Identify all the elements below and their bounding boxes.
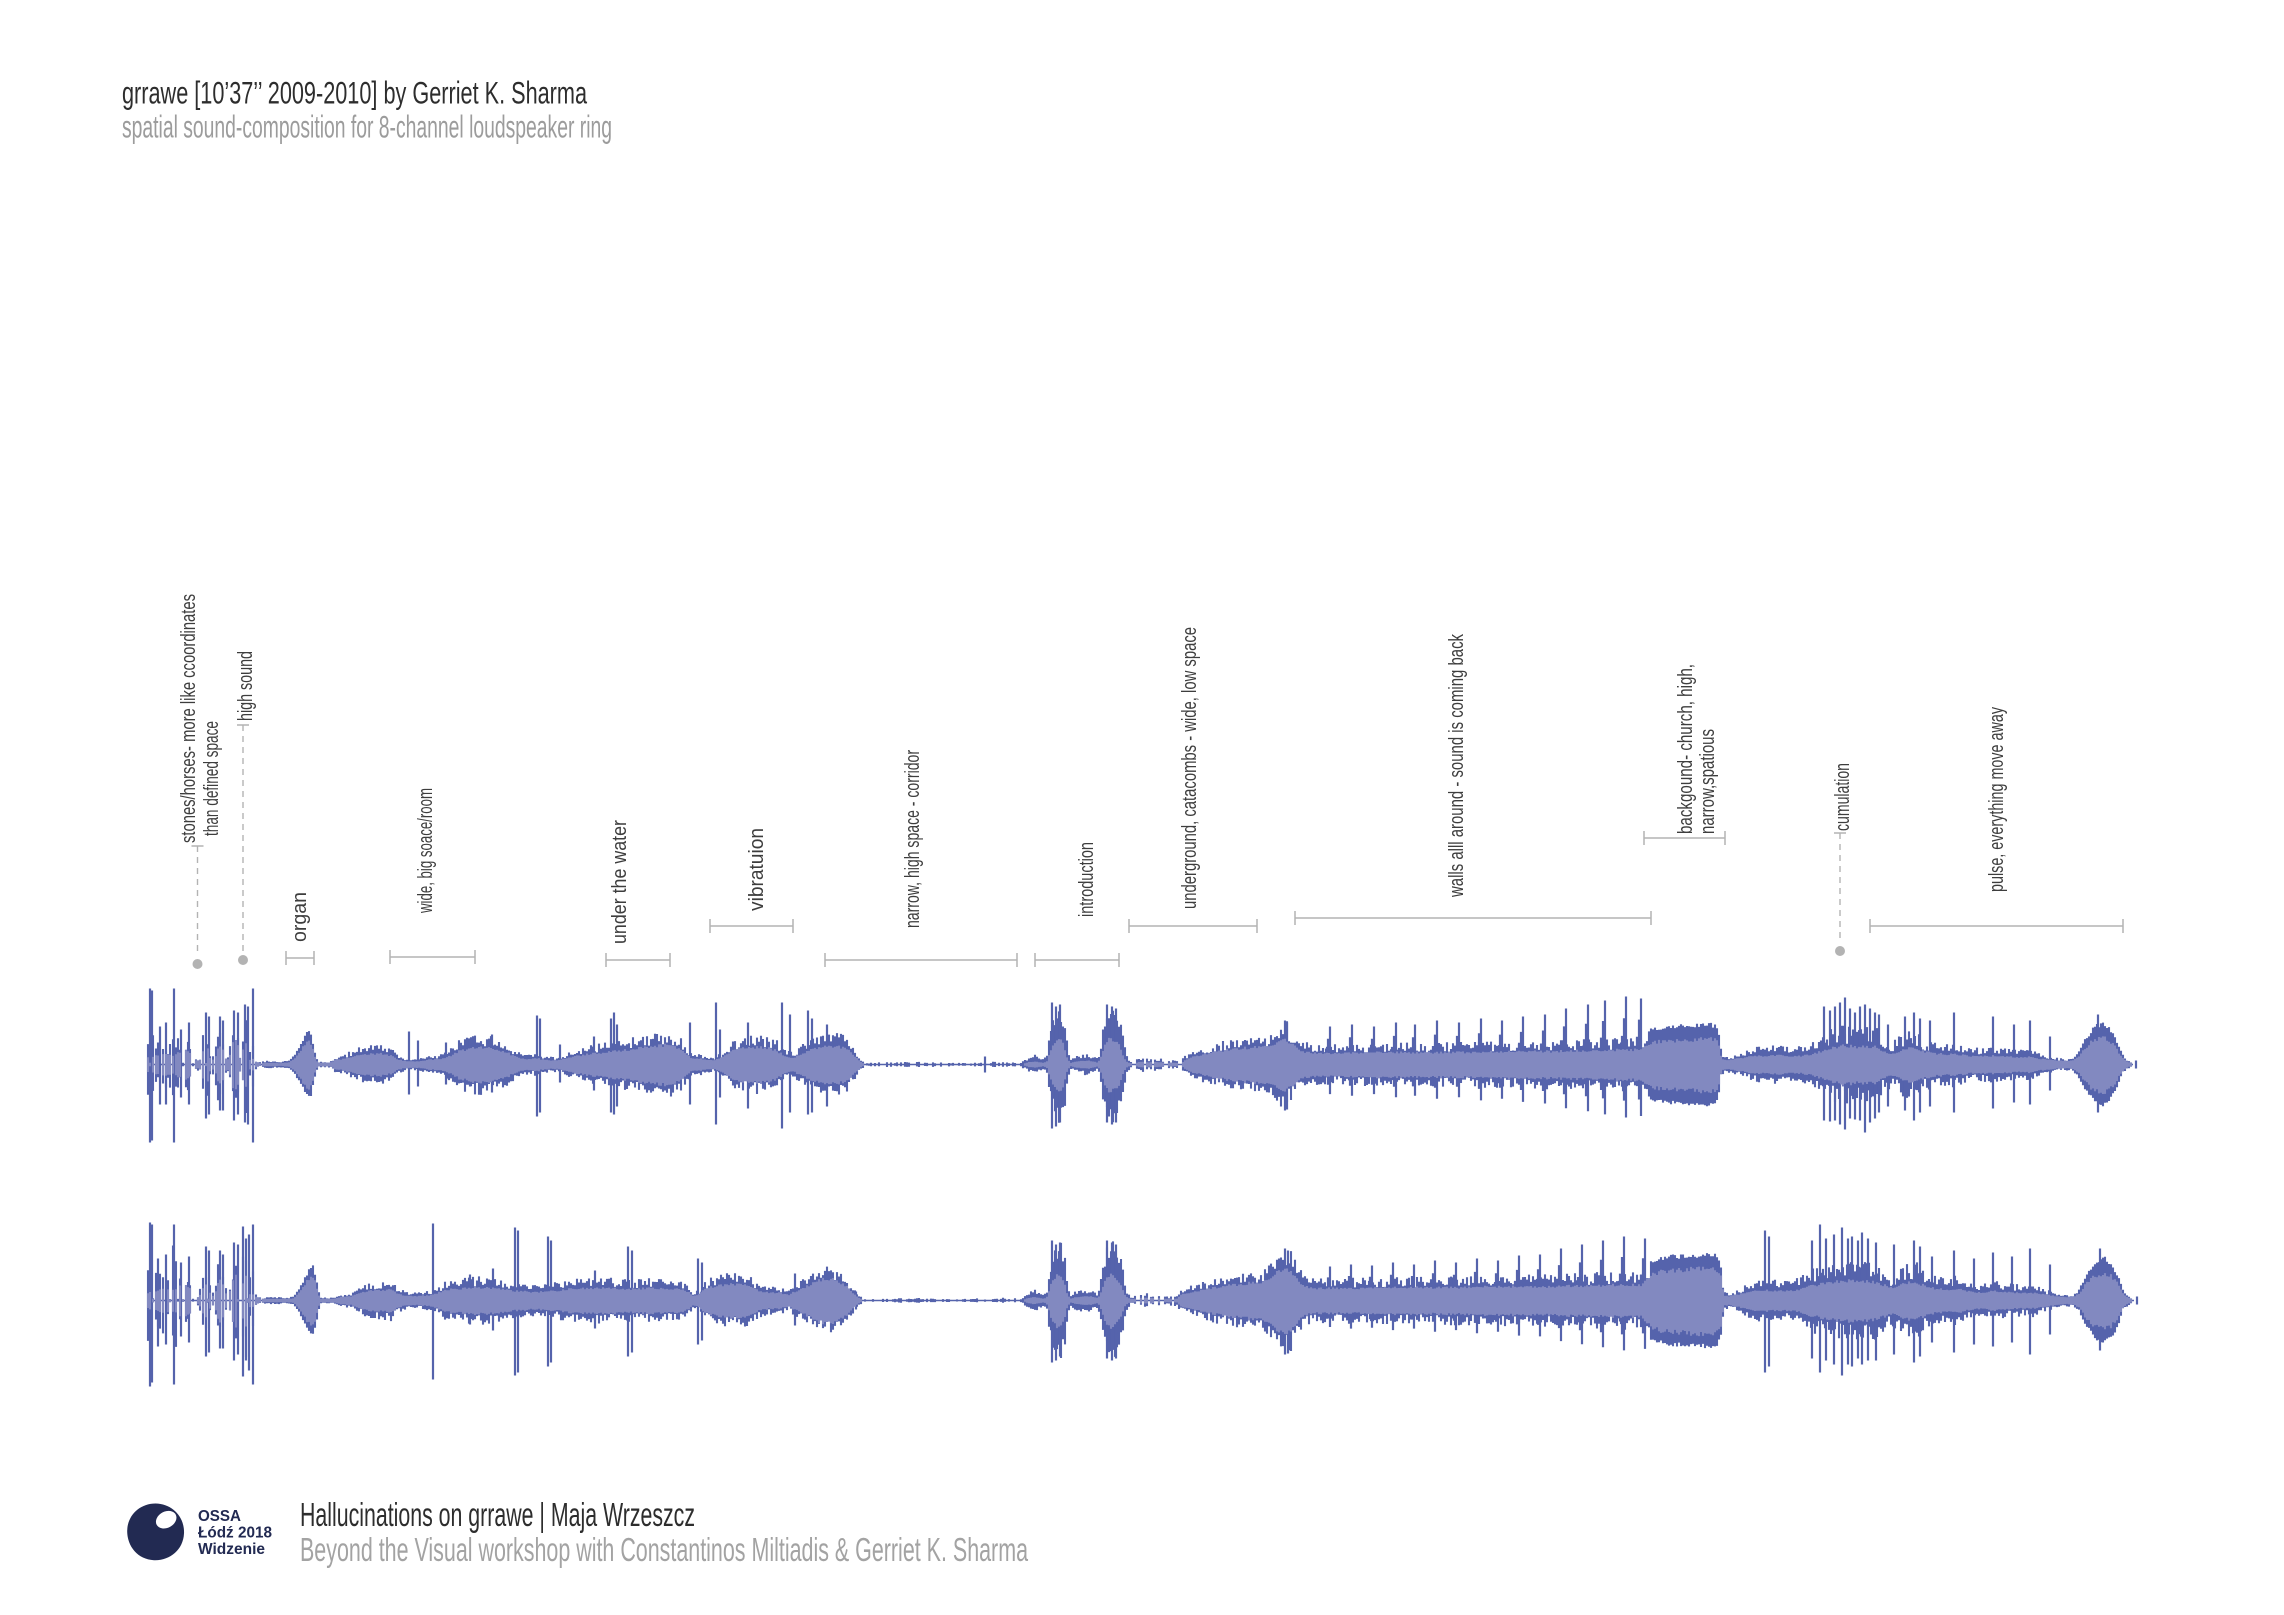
svg-text:organ: organ xyxy=(289,892,311,942)
svg-text:walls alll around - sound is c: walls alll around - sound is coming back xyxy=(1446,633,1468,897)
svg-text:high sound: high sound xyxy=(235,651,257,721)
svg-text:pulse, everything move away: pulse, everything move away xyxy=(1986,707,2008,892)
svg-text:backgound- church, high,: backgound- church, high, xyxy=(1675,664,1697,834)
svg-text:Hallucinations on grrawe | Maj: Hallucinations on grrawe | Maja Wrzeszcz xyxy=(300,1496,695,1533)
svg-text:narrow, high space - corridor: narrow, high space - corridor xyxy=(902,750,924,928)
svg-text:Widzenie: Widzenie xyxy=(198,1541,265,1558)
svg-text:grrawe [10’37’’ 2009-2010] by: grrawe [10’37’’ 2009-2010] by Gerriet K.… xyxy=(122,75,587,111)
svg-text:Łódź 2018: Łódź 2018 xyxy=(198,1525,272,1542)
svg-text:stones/horses- more like ccoor: stones/horses- more like ccoordinates xyxy=(178,594,200,843)
svg-text:than defined space: than defined space xyxy=(201,721,223,836)
svg-text:narrow,spatious: narrow,spatious xyxy=(1697,729,1719,834)
svg-text:underground, catacombs - wide,: underground, catacombs - wide, low space xyxy=(1179,627,1201,909)
svg-text:vibratuion: vibratuion xyxy=(746,828,768,911)
svg-text:wide, big soace/room: wide, big soace/room xyxy=(415,788,437,914)
svg-text:Beyond the Visual workshop wit: Beyond the Visual workshop with Constant… xyxy=(300,1531,1028,1568)
svg-text:cumulation: cumulation xyxy=(1832,763,1854,831)
svg-text:spatial sound-composition for: spatial sound-composition for 8-channel … xyxy=(122,109,612,145)
svg-text:introduction: introduction xyxy=(1076,842,1098,917)
svg-text:OSSA: OSSA xyxy=(198,1508,241,1525)
svg-text:under the water: under the water xyxy=(609,820,631,944)
